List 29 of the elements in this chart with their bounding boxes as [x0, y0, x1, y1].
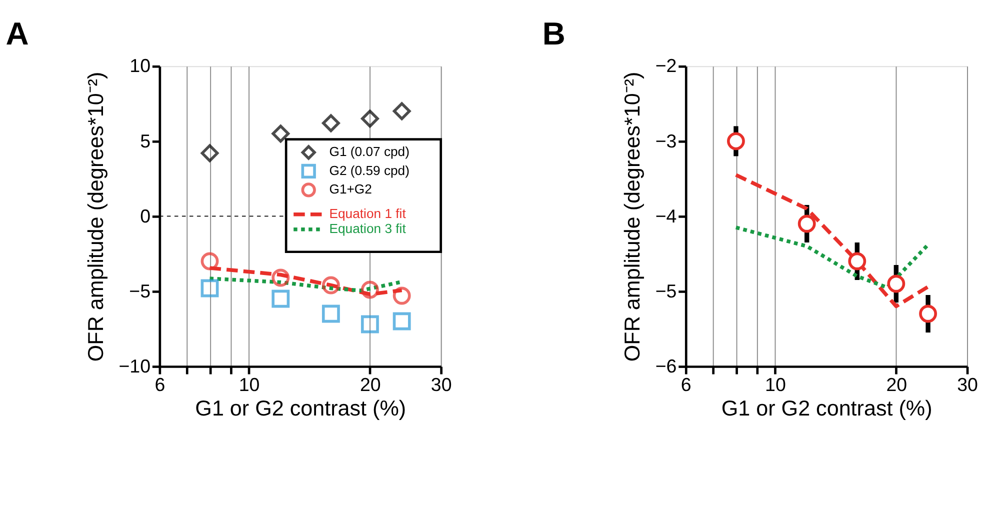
x-axis-title: G1 or G2 contrast (%): [195, 396, 406, 421]
y-axis-title: OFR amplitude (degrees*10⁻²): [619, 72, 644, 362]
legend-label: G1 (0.07 cpd): [329, 144, 410, 160]
legend-label: G2 (0.59 cpd): [329, 162, 410, 178]
x-tick-label: 20: [886, 374, 908, 396]
x-tick-label: 6: [154, 374, 166, 396]
y-tick-label: −3: [655, 130, 677, 152]
legend-label: G1+G2: [329, 182, 372, 197]
y-tick-label: 5: [140, 130, 151, 152]
y-tick-label: 0: [140, 205, 151, 226]
x-tick-label: 30: [430, 374, 452, 396]
x-axis-title: G1 or G2 contrast (%): [721, 396, 932, 421]
y-tick-label: −2: [655, 55, 677, 76]
chart-title: A: [6, 16, 29, 52]
y-tick-label: −5: [655, 280, 677, 302]
y-tick-label: 10: [130, 55, 151, 76]
y-tick-label: −5: [129, 280, 151, 302]
y-tick-label: −4: [655, 205, 677, 226]
x-tick-label: 10: [765, 374, 786, 396]
legend-label: Equation 3 fit: [329, 221, 406, 236]
x-tick-label: 30: [957, 374, 978, 396]
legend-label: Equation 1 fit: [329, 206, 406, 222]
x-tick-label: 20: [360, 374, 381, 396]
x-tick-label: 10: [238, 374, 260, 396]
y-tick-label: −10: [118, 355, 151, 376]
y-tick-label: −6: [655, 355, 677, 376]
chart-title: B: [542, 16, 566, 52]
x-tick-label: 6: [680, 374, 692, 396]
y-axis-title: OFR amplitude (degrees*10⁻²): [82, 72, 108, 362]
